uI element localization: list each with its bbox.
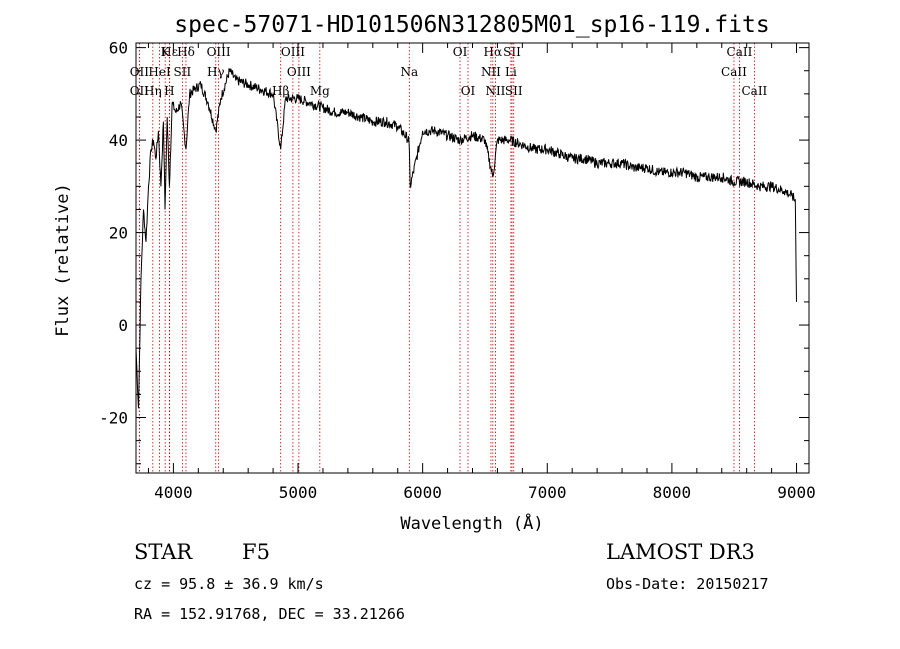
line-marker-label: OII bbox=[130, 84, 150, 98]
line-marker-label: OIII bbox=[281, 45, 305, 59]
line-marker-label: H bbox=[164, 84, 174, 98]
chart-title: spec-57071-HD101506N312805M01_sp16-119.f… bbox=[174, 12, 769, 38]
object-class: STAR bbox=[134, 540, 193, 564]
x-tick-label: 4000 bbox=[154, 483, 193, 502]
line-marker-label: Hγ bbox=[207, 65, 225, 79]
line-marker-label: NII bbox=[481, 65, 501, 79]
y-axis-ticks: -20 0 20 40 60 bbox=[99, 39, 809, 465]
x-axis-ticks: 4000 5000 6000 7000 8000 9000 bbox=[147, 43, 816, 502]
line-marker-label: CaII bbox=[741, 84, 767, 98]
line-marker-label: K bbox=[161, 45, 171, 59]
line-marker-label: CaII bbox=[727, 45, 753, 59]
line-marker-label: OIII bbox=[207, 45, 231, 59]
x-tick-label: 6000 bbox=[403, 483, 442, 502]
line-marker-label: Hη bbox=[144, 84, 162, 98]
redshift-info: cz = 95.8 ± 36.9 km/s bbox=[134, 575, 324, 593]
y-tick-label: -20 bbox=[99, 409, 128, 428]
line-marker-label: OI bbox=[461, 84, 476, 98]
line-marker-label: SII bbox=[174, 65, 192, 79]
y-axis-label: Flux (relative) bbox=[53, 183, 73, 337]
x-tick-label: 5000 bbox=[279, 483, 318, 502]
obs-date: Obs-Date: 20150217 bbox=[606, 575, 769, 593]
line-marker-label: OI bbox=[453, 45, 468, 59]
line-marker-label: SII bbox=[503, 45, 521, 59]
spectrum-series bbox=[135, 68, 797, 409]
y-tick-label: 40 bbox=[109, 131, 128, 150]
line-marker-label: Hα bbox=[484, 45, 503, 59]
y-tick-label: 60 bbox=[109, 39, 128, 58]
survey-label: LAMOST DR3 bbox=[606, 540, 755, 564]
y-tick-label: 20 bbox=[109, 224, 128, 243]
line-marker-label: CaII bbox=[721, 65, 747, 79]
line-marker-label: SII bbox=[505, 84, 523, 98]
x-axis-label: Wavelength (Å) bbox=[400, 512, 543, 534]
plot-frame bbox=[135, 42, 810, 474]
line-marker-label: Li bbox=[505, 65, 517, 79]
y-tick-label: 0 bbox=[118, 316, 128, 335]
line-marker-label: Hβ bbox=[272, 84, 289, 98]
line-marker-label: OIII bbox=[287, 65, 311, 79]
coordinates: RA = 152.91768, DEC = 33.21266 bbox=[134, 605, 405, 623]
line-marker-label: NII bbox=[485, 84, 505, 98]
line-marker-label: HeI bbox=[148, 65, 171, 79]
x-tick-label: 8000 bbox=[653, 483, 692, 502]
line-marker-label: Mg bbox=[310, 84, 330, 98]
x-tick-label: 9000 bbox=[777, 483, 816, 502]
line-marker-label: Na bbox=[400, 65, 418, 79]
x-tick-label: 7000 bbox=[528, 483, 567, 502]
line-marker-label: Hδ bbox=[177, 45, 195, 59]
spectrum-line-flux bbox=[135, 68, 797, 409]
object-subclass: F5 bbox=[242, 540, 270, 564]
